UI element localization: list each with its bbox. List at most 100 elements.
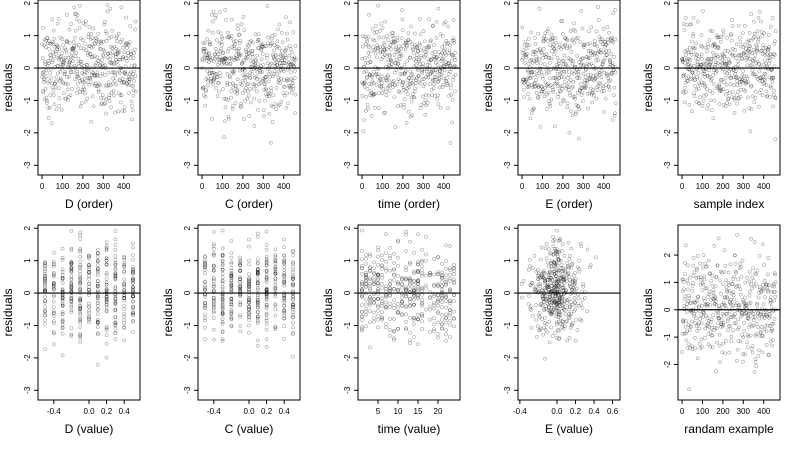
data-point bbox=[424, 283, 428, 288]
data-point bbox=[273, 303, 278, 308]
data-point bbox=[566, 265, 570, 270]
data-point bbox=[84, 19, 88, 24]
data-point bbox=[269, 86, 273, 90]
data-point bbox=[105, 126, 109, 131]
y-tick-label: -2 bbox=[183, 129, 192, 137]
data-point bbox=[732, 253, 737, 258]
data-point bbox=[537, 71, 541, 75]
data-point bbox=[366, 43, 371, 48]
data-point bbox=[701, 61, 706, 66]
data-point bbox=[71, 47, 75, 51]
data-point bbox=[687, 62, 691, 67]
data-point bbox=[229, 34, 234, 38]
data-point bbox=[696, 101, 701, 106]
y-tick-label: -2 bbox=[343, 354, 352, 362]
data-point bbox=[690, 70, 695, 75]
data-point bbox=[722, 313, 726, 318]
data-point bbox=[108, 83, 113, 88]
data-point bbox=[563, 312, 568, 317]
data-point bbox=[444, 305, 448, 310]
data-point bbox=[269, 103, 274, 108]
y-tick-label: -1 bbox=[183, 321, 192, 329]
data-point bbox=[211, 277, 216, 282]
data-point bbox=[451, 53, 455, 58]
data-point bbox=[238, 258, 243, 263]
data-point bbox=[368, 320, 372, 325]
data-point bbox=[411, 82, 415, 87]
data-point bbox=[396, 49, 401, 53]
data-point bbox=[394, 50, 399, 54]
data-point bbox=[532, 84, 537, 89]
data-point bbox=[394, 57, 399, 62]
data-point bbox=[590, 90, 595, 95]
data-point bbox=[48, 53, 52, 57]
data-point bbox=[570, 323, 574, 328]
data-point bbox=[384, 325, 388, 330]
data-point bbox=[69, 262, 74, 267]
data-point bbox=[203, 287, 207, 292]
data-point bbox=[113, 271, 118, 275]
data-point bbox=[702, 310, 706, 315]
data-point bbox=[278, 52, 283, 57]
data-point bbox=[752, 19, 756, 24]
data-point bbox=[73, 77, 77, 82]
data-point bbox=[709, 298, 713, 302]
data-point bbox=[526, 37, 531, 41]
data-point bbox=[533, 41, 538, 46]
data-point bbox=[64, 50, 69, 55]
data-point bbox=[590, 53, 595, 57]
data-point bbox=[51, 311, 56, 316]
data-point bbox=[719, 321, 724, 326]
data-point bbox=[221, 57, 225, 62]
data-point bbox=[683, 272, 687, 276]
data-point bbox=[433, 75, 437, 79]
data-point bbox=[706, 44, 711, 49]
data-point bbox=[573, 301, 578, 305]
data-point bbox=[702, 277, 707, 282]
data-point bbox=[60, 267, 65, 272]
data-point bbox=[612, 55, 616, 59]
data-point bbox=[388, 317, 392, 321]
data-point bbox=[292, 55, 297, 60]
data-point bbox=[211, 303, 216, 308]
data-point bbox=[440, 270, 444, 275]
data-point bbox=[73, 54, 78, 58]
data-point bbox=[608, 60, 613, 65]
data-point bbox=[725, 35, 730, 40]
data-point bbox=[121, 81, 126, 85]
data-point bbox=[760, 78, 764, 83]
data-point bbox=[601, 84, 606, 89]
data-point bbox=[379, 83, 384, 88]
data-point bbox=[95, 267, 100, 271]
data-point bbox=[707, 65, 712, 70]
data-point bbox=[207, 71, 212, 76]
data-point bbox=[556, 257, 561, 262]
data-point bbox=[573, 281, 577, 285]
data-point bbox=[404, 319, 408, 324]
data-point bbox=[561, 45, 566, 49]
data-point bbox=[248, 65, 253, 70]
data-point bbox=[386, 58, 391, 63]
data-point bbox=[376, 296, 380, 301]
data-point bbox=[76, 56, 81, 61]
data-point bbox=[532, 81, 536, 86]
data-point bbox=[63, 69, 68, 74]
data-point bbox=[545, 296, 550, 301]
data-point bbox=[521, 48, 526, 53]
data-point bbox=[272, 48, 276, 53]
data-point bbox=[69, 248, 74, 253]
data-point bbox=[95, 267, 100, 272]
data-point bbox=[445, 81, 450, 86]
data-point bbox=[131, 268, 135, 273]
data-point bbox=[756, 104, 761, 109]
data-point bbox=[51, 331, 56, 336]
data-point bbox=[444, 282, 448, 287]
data-point bbox=[546, 305, 551, 310]
data-point bbox=[238, 284, 243, 289]
data-point bbox=[428, 295, 432, 299]
data-point bbox=[51, 309, 56, 314]
data-point bbox=[567, 284, 572, 288]
data-point bbox=[211, 19, 215, 24]
data-point bbox=[216, 29, 221, 34]
data-point bbox=[526, 92, 530, 96]
